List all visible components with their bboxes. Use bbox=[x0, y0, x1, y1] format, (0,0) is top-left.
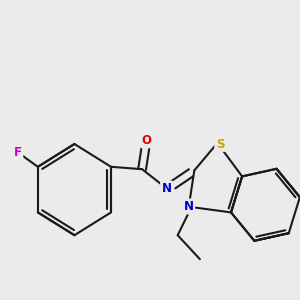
Text: S: S bbox=[216, 137, 224, 151]
Text: F: F bbox=[14, 146, 22, 159]
Text: N: N bbox=[184, 200, 194, 213]
Text: N: N bbox=[162, 182, 172, 195]
Text: O: O bbox=[142, 134, 152, 147]
